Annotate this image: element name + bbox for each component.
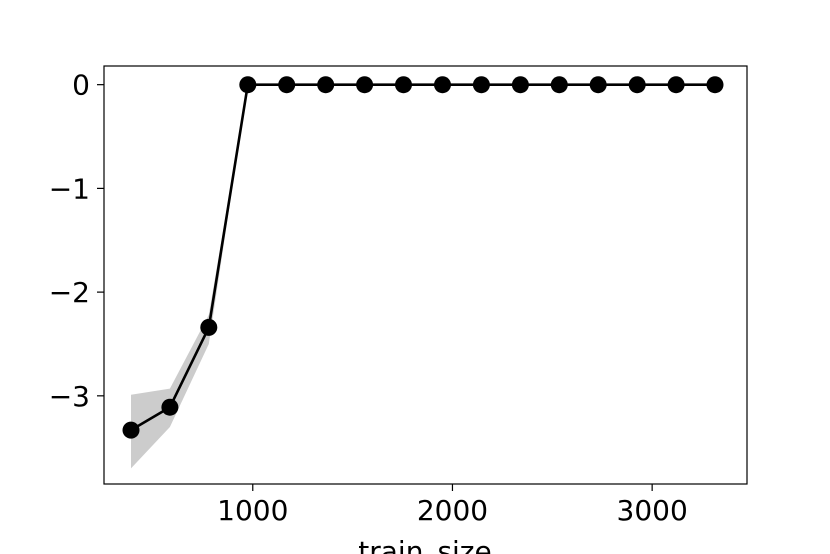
confidence-band [131, 84, 715, 469]
x-tick-label: 1000 [217, 494, 288, 527]
data-point [200, 318, 218, 336]
y-axis-ticks: 0 −1 −2 −3 [49, 69, 104, 413]
data-point [278, 76, 296, 94]
series-line [130, 83, 715, 432]
confidence-band-layer [131, 84, 715, 469]
data-point [122, 421, 140, 439]
y-tick-label: −2 [49, 276, 90, 309]
data-point [511, 76, 529, 94]
data-point [161, 398, 179, 416]
series-line-layer [130, 83, 715, 432]
data-point [239, 76, 257, 94]
x-tick-label: 2000 [417, 494, 488, 527]
data-point [317, 76, 335, 94]
y-tick-label: −3 [49, 380, 90, 413]
plot-area-frame [103, 65, 748, 485]
data-point [472, 76, 490, 94]
data-point [395, 76, 412, 94]
data-point [667, 76, 685, 94]
data-point [589, 76, 607, 94]
data-point [628, 76, 646, 94]
x-axis-ticks: 1000 2000 3000 [217, 484, 688, 527]
marker-layer [122, 76, 724, 439]
data-point [550, 76, 568, 94]
x-axis-label: train_size [358, 535, 491, 554]
data-point [434, 76, 451, 94]
data-point [706, 76, 724, 94]
x-tick-label: 3000 [617, 494, 688, 527]
y-tick-label: 0 [72, 69, 90, 102]
y-tick-label: −1 [49, 172, 90, 205]
data-point [356, 76, 374, 94]
